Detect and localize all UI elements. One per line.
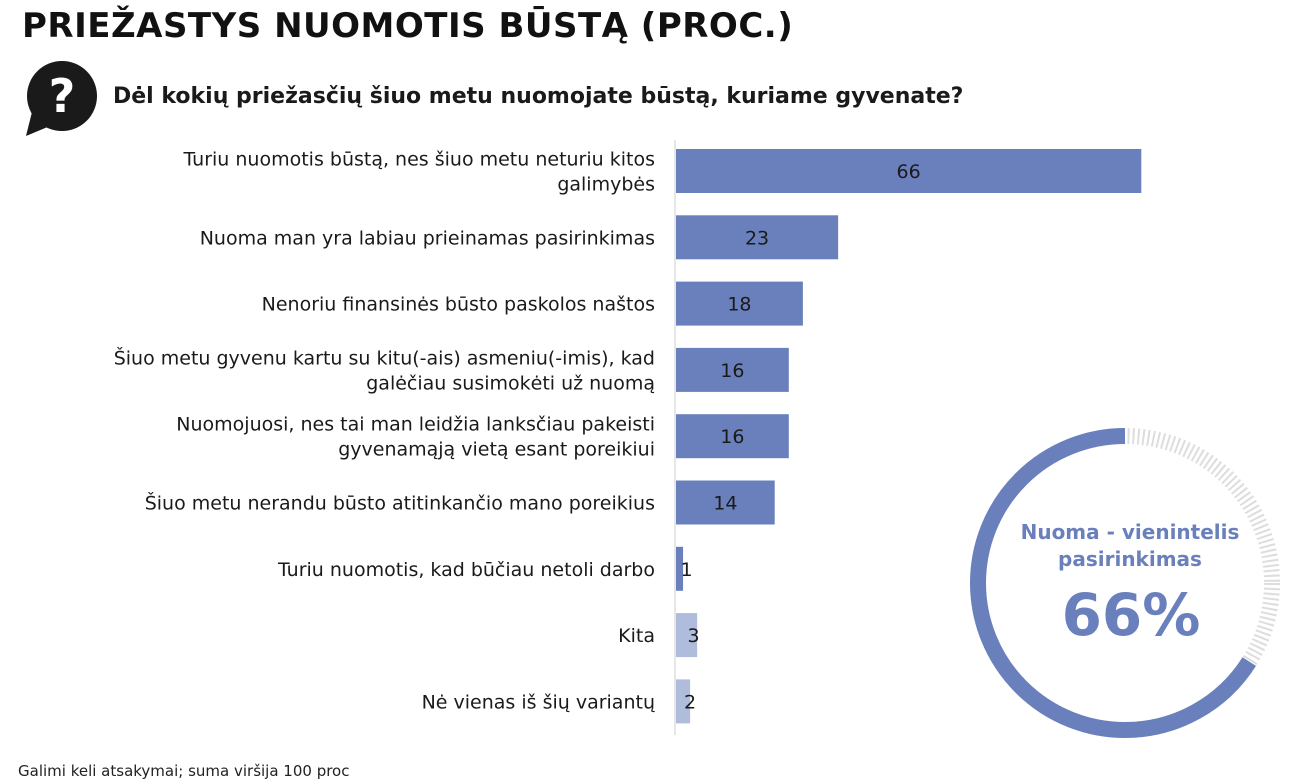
- donut-value-arc: [970, 428, 1280, 738]
- donut-label-line: pasirinkimas: [1058, 547, 1202, 571]
- bar: [676, 347, 789, 392]
- category-label-line: Nuomojuosi, nes tai man leidžia lanksčia…: [176, 414, 655, 436]
- category-label-line: Nuoma man yra labiau prieinamas pasirink…: [200, 227, 655, 249]
- footnote: Galimi keli atsakymai; suma viršija 100 …: [18, 762, 350, 780]
- category-label-line: galimybės: [557, 174, 655, 196]
- bar: [676, 679, 691, 724]
- survey-question: Dėl kokių priežasčių šiuo metu nuomojate…: [113, 84, 964, 109]
- bar: [676, 281, 803, 326]
- category-label-line: Nė vienas iš šių variantų: [422, 691, 655, 713]
- data-label: 3: [688, 625, 700, 647]
- svg-text:?: ?: [49, 69, 76, 123]
- bar: [676, 149, 1142, 193]
- donut-label: Nuoma - vienintelis pasirinkimas: [1021, 520, 1240, 571]
- question-bubble-icon: ?: [26, 61, 97, 136]
- category-label: Nenoriu finansinės būsto paskolos naštos: [262, 294, 655, 316]
- data-label: 1: [680, 559, 692, 581]
- bar: [676, 613, 698, 658]
- category-label-line: Šiuo metu nerandu būsto atitinkančio man…: [145, 491, 655, 515]
- category-label-line: Turiu nuomotis, kad būčiau netoli darbo: [277, 559, 655, 581]
- donut-label-line: Nuoma - vienintelis: [1021, 520, 1240, 544]
- category-label: Nuoma man yra labiau prieinamas pasirink…: [200, 227, 655, 249]
- bar: [676, 215, 839, 260]
- category-label: Turiu nuomotis būstą, nes šiuo metu netu…: [182, 149, 655, 196]
- category-label-line: Šiuo metu gyvenu kartu su kitu(-ais) asm…: [114, 345, 655, 369]
- category-label-line: gyvenamąją vietą esant poreikiui: [338, 439, 655, 461]
- data-label: 23: [745, 227, 769, 249]
- category-label: Nuomojuosi, nes tai man leidžia lanksčia…: [176, 414, 655, 461]
- category-label: Turiu nuomotis, kad būčiau netoli darbo: [277, 559, 655, 581]
- data-label: 66: [897, 161, 921, 183]
- data-label: 14: [713, 493, 737, 515]
- donut-value: 66%: [1062, 581, 1201, 649]
- category-label: Kita: [618, 625, 655, 647]
- category-label: Nė vienas iš šių variantų: [422, 691, 655, 713]
- bar: [676, 546, 684, 591]
- category-label-line: galėčiau susimokėti už nuomą: [366, 372, 655, 394]
- bar: [676, 414, 789, 459]
- category-label: Šiuo metu nerandu būsto atitinkančio man…: [145, 491, 655, 515]
- data-label: 18: [727, 294, 751, 316]
- donut-callout: Nuoma - vienintelis pasirinkimas 66%: [970, 428, 1280, 738]
- page-title: PRIEŽASTYS NUOMOTIS BŪSTĄ (PROC.): [22, 6, 794, 46]
- category-label-line: Nenoriu finansinės būsto paskolos naštos: [262, 294, 655, 316]
- category-label-line: Turiu nuomotis būstą, nes šiuo metu netu…: [182, 149, 655, 171]
- bar: [676, 480, 775, 525]
- category-label-line: Kita: [618, 625, 655, 647]
- data-label: 16: [720, 360, 744, 382]
- data-label: 16: [720, 426, 744, 448]
- data-label: 2: [684, 691, 696, 713]
- category-label: Šiuo metu gyvenu kartu su kitu(-ais) asm…: [114, 345, 655, 394]
